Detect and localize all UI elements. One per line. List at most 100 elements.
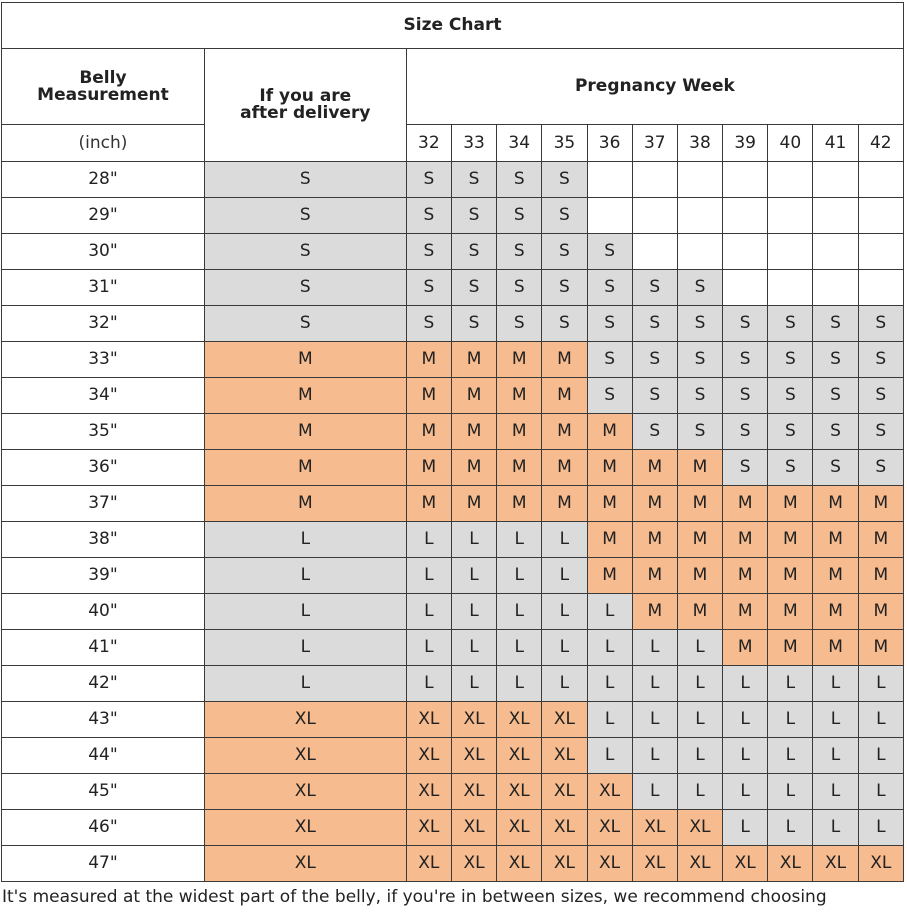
week-size-cell: XL xyxy=(586,845,633,882)
belly-size-cell: 45" xyxy=(1,773,205,810)
week-size-cell: M xyxy=(767,521,814,558)
week-size-cell: S xyxy=(631,377,678,414)
week-header-cell: 42 xyxy=(857,124,905,162)
week-size-cell: L xyxy=(722,773,769,810)
table-row: 41" L L L L L L L L M M M M xyxy=(1,629,905,666)
week-size-cell: M xyxy=(631,593,678,630)
week-size-cell xyxy=(767,233,814,270)
week-size-cell: XL xyxy=(450,809,498,846)
week-size-cell: XL xyxy=(496,737,543,774)
week-size-cell: M xyxy=(722,593,769,630)
week-size-cell xyxy=(631,197,678,234)
size-table-body: 28" S S S S S 29" S S S S S 30" S S S S S S 31" S S S S S S S S 32" S… xyxy=(1,161,905,882)
week-size-cell: M xyxy=(496,341,543,378)
week-size-cell: L xyxy=(450,521,498,558)
week-size-cell xyxy=(812,197,859,234)
week-size-cell: M xyxy=(586,557,633,594)
week-size-cell: XL xyxy=(405,773,452,810)
after-delivery-size-cell: S xyxy=(203,233,407,270)
week-size-cell: S xyxy=(405,269,452,306)
table-row: 40" L L L L L L M M M M M M xyxy=(1,593,905,630)
week-size-cell: L xyxy=(405,665,452,702)
week-size-cell: L xyxy=(857,665,905,702)
after-delivery-size-cell: M xyxy=(203,413,407,450)
belly-size-cell: 36" xyxy=(1,449,205,486)
week-size-cell: M xyxy=(812,485,859,522)
week-size-cell: S xyxy=(541,197,588,234)
week-size-cell: XL xyxy=(405,737,452,774)
after-delivery-size-cell: S xyxy=(203,161,407,198)
week-size-cell: L xyxy=(586,629,633,666)
week-size-cell: L xyxy=(812,701,859,738)
week-size-cell: XL xyxy=(541,773,588,810)
week-size-cell xyxy=(857,197,905,234)
week-size-cell: S xyxy=(812,341,859,378)
week-size-cell: XL xyxy=(405,701,452,738)
week-size-cell: M xyxy=(676,521,724,558)
week-size-cell: M xyxy=(541,413,588,450)
week-size-cell: M xyxy=(631,557,678,594)
week-size-cell: L xyxy=(767,665,814,702)
week-size-cell: M xyxy=(676,593,724,630)
week-size-cell: L xyxy=(676,629,724,666)
after-delivery-size-cell: XL xyxy=(203,737,407,774)
week-size-cell: L xyxy=(496,629,543,666)
belly-size-cell: 40" xyxy=(1,593,205,630)
week-size-cell: M xyxy=(631,521,678,558)
week-size-cell: M xyxy=(586,413,633,450)
week-size-cell: XL xyxy=(767,845,814,882)
week-size-cell: M xyxy=(857,557,905,594)
belly-size-cell: 41" xyxy=(1,629,205,666)
week-size-cell: L xyxy=(812,665,859,702)
week-size-cell: S xyxy=(586,341,633,378)
week-size-cell xyxy=(722,233,769,270)
week-size-cell: S xyxy=(631,269,678,306)
week-size-cell: S xyxy=(496,269,543,306)
week-size-cell xyxy=(812,161,859,198)
week-size-cell: XL xyxy=(722,845,769,882)
week-size-cell: S xyxy=(676,305,724,342)
table-row: 30" S S S S S S xyxy=(1,233,905,270)
after-delivery-size-cell: L xyxy=(203,593,407,630)
week-size-cell: L xyxy=(631,629,678,666)
week-size-cell xyxy=(767,269,814,306)
week-size-cell: XL xyxy=(812,845,859,882)
week-size-cell: M xyxy=(767,629,814,666)
belly-size-cell: 39" xyxy=(1,557,205,594)
week-size-cell: S xyxy=(676,377,724,414)
week-size-cell: L xyxy=(631,701,678,738)
after-delivery-size-cell: M xyxy=(203,341,407,378)
week-size-cell: M xyxy=(405,413,452,450)
week-size-cell: L xyxy=(812,773,859,810)
table-row: 33" M M M M M S S S S S S S xyxy=(1,341,905,378)
week-size-cell: XL xyxy=(631,809,678,846)
week-size-cell: L xyxy=(450,629,498,666)
week-size-cell: L xyxy=(722,809,769,846)
week-size-cell: M xyxy=(676,557,724,594)
week-size-cell: M xyxy=(496,377,543,414)
week-size-cell: S xyxy=(722,377,769,414)
table-row: 34" M M M M M S S S S S S S xyxy=(1,377,905,414)
after-delivery-size-cell: L xyxy=(203,629,407,666)
week-size-cell: S xyxy=(450,269,498,306)
week-header-cell: 38 xyxy=(676,124,724,162)
belly-size-cell: 42" xyxy=(1,665,205,702)
belly-size-cell: 43" xyxy=(1,701,205,738)
table-row: 44" XL XL XL XL XL L L L L L L L xyxy=(1,737,905,774)
belly-size-cell: 38" xyxy=(1,521,205,558)
week-size-cell: L xyxy=(586,737,633,774)
week-size-cell: L xyxy=(496,665,543,702)
week-size-cell: L xyxy=(496,557,543,594)
after-delivery-size-cell: S xyxy=(203,305,407,342)
belly-size-cell: 30" xyxy=(1,233,205,270)
week-size-cell: M xyxy=(586,449,633,486)
week-size-cell: M xyxy=(450,449,498,486)
after-delivery-size-cell: L xyxy=(203,521,407,558)
week-header-cell: 35 xyxy=(541,124,588,162)
week-size-cell: XL xyxy=(450,701,498,738)
week-size-cell: S xyxy=(676,341,724,378)
week-size-cell: L xyxy=(857,701,905,738)
week-header-cell: 36 xyxy=(586,124,633,162)
week-size-cell: XL xyxy=(676,809,724,846)
